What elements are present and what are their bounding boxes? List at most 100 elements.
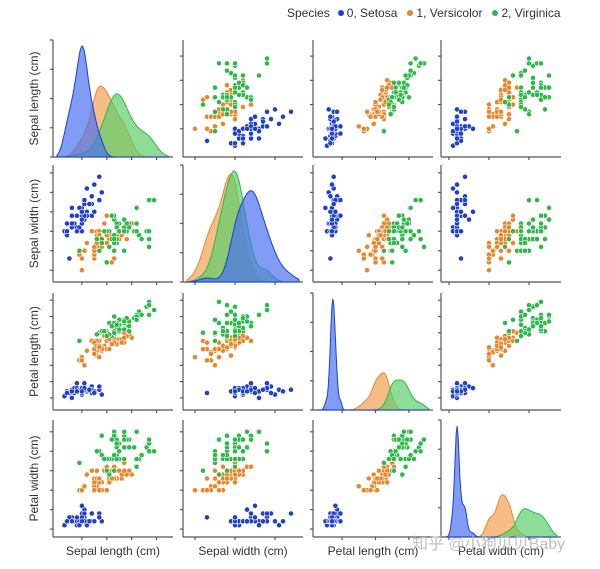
point-virginica <box>264 307 270 313</box>
point-virginica <box>538 243 544 250</box>
point-versicolor <box>490 123 496 130</box>
point-versicolor <box>506 224 512 231</box>
point-versicolor <box>93 467 100 474</box>
point-virginica <box>138 236 145 242</box>
point-virginica <box>224 432 230 439</box>
axes <box>438 40 561 160</box>
point-virginica <box>538 84 544 91</box>
point-virginica <box>212 84 218 91</box>
point-setosa <box>96 173 103 180</box>
point-virginica <box>518 328 524 335</box>
point-versicolor <box>498 108 504 115</box>
point-virginica <box>146 302 152 308</box>
point-virginica <box>534 236 540 242</box>
point-setosa <box>334 108 340 115</box>
point-virginica <box>126 328 133 335</box>
point-virginica <box>146 436 152 443</box>
panel-petal-length-vs-sepal-length <box>50 293 173 413</box>
point-versicolor <box>232 471 238 478</box>
point-virginica <box>538 212 544 219</box>
point-virginica <box>395 212 402 219</box>
point-setosa <box>454 216 460 223</box>
point-versicolor <box>486 344 492 351</box>
point-virginica <box>232 104 238 110</box>
point-virginica <box>111 313 118 320</box>
point-virginica <box>395 436 402 443</box>
point-setosa <box>280 518 286 525</box>
point-virginica <box>232 303 238 310</box>
point-setosa <box>272 518 278 525</box>
point-versicolor <box>96 354 103 361</box>
point-versicolor <box>502 336 508 343</box>
x-label-sepal-length: Sepal length (cm) <box>66 544 160 558</box>
point-versicolor <box>382 471 389 478</box>
point-virginica <box>232 72 238 79</box>
point-virginica <box>526 60 532 67</box>
point-versicolor <box>232 116 238 122</box>
point-setosa <box>232 514 238 521</box>
point-versicolor <box>360 125 367 132</box>
point-virginica <box>76 337 83 344</box>
point-virginica <box>421 243 427 250</box>
point-virginica <box>417 236 424 242</box>
point-setosa <box>454 140 460 147</box>
point-setosa <box>244 506 250 513</box>
kde-setosa <box>186 190 300 283</box>
point-virginica <box>538 315 544 321</box>
point-versicolor <box>364 267 370 274</box>
point-setosa <box>327 208 334 215</box>
point-virginica <box>146 448 152 455</box>
point-virginica <box>133 463 140 470</box>
point-versicolor <box>91 487 98 494</box>
point-setosa <box>470 385 476 391</box>
legend-title: Species <box>287 6 330 20</box>
point-virginica <box>121 318 128 325</box>
point-virginica <box>146 236 152 242</box>
point-setosa <box>288 386 294 393</box>
point-versicolor <box>372 259 379 266</box>
point-versicolor <box>498 247 504 254</box>
watermark: 知乎 @小狗贝贝Baby <box>412 536 566 553</box>
point-setosa <box>462 173 468 180</box>
point-virginica <box>392 84 399 91</box>
point-virginica <box>407 236 414 242</box>
point-virginica <box>108 212 115 219</box>
point-setosa <box>458 208 464 215</box>
point-virginica <box>506 328 512 335</box>
point-setosa <box>252 390 258 396</box>
point-setosa <box>325 106 332 113</box>
point-versicolor <box>212 123 218 130</box>
point-virginica <box>402 72 409 79</box>
point-setosa <box>458 228 464 235</box>
point-setosa <box>330 201 337 207</box>
point-virginica <box>133 428 140 435</box>
point-setosa <box>332 208 339 215</box>
point-setosa <box>91 390 98 396</box>
point-virginica <box>131 444 138 451</box>
point-versicolor <box>204 357 210 364</box>
point-versicolor <box>494 334 500 341</box>
point-versicolor <box>103 487 110 494</box>
axes <box>50 165 173 285</box>
point-virginica <box>232 60 238 67</box>
point-versicolor <box>377 96 384 103</box>
point-setosa <box>86 201 93 207</box>
axes <box>310 420 433 540</box>
point-virginica <box>138 311 145 318</box>
point-setosa <box>329 130 335 137</box>
point-virginica <box>224 311 230 318</box>
point-virginica <box>224 320 230 326</box>
point-virginica <box>530 216 536 223</box>
panel-petal-width-vs-sepal-length <box>50 420 173 540</box>
point-virginica <box>151 307 157 313</box>
point-versicolor <box>510 240 516 246</box>
point-versicolor <box>490 247 496 254</box>
point-setosa <box>88 510 95 517</box>
point-setosa <box>337 123 344 130</box>
point-versicolor <box>498 352 504 359</box>
point-virginica <box>146 243 152 250</box>
point-setosa <box>276 522 282 529</box>
point-virginica <box>399 236 406 242</box>
kde-setosa <box>56 45 169 158</box>
point-setosa <box>74 514 80 521</box>
